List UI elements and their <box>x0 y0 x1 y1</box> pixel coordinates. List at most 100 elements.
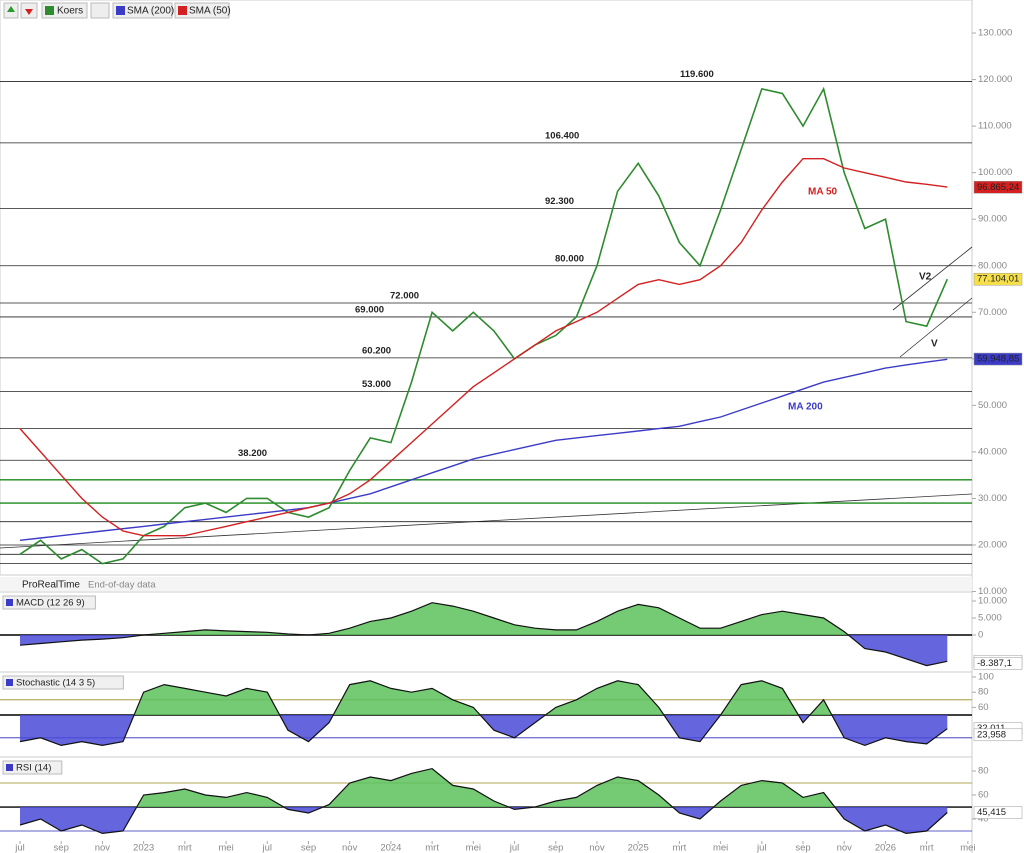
x-tick-label: mei <box>713 843 728 853</box>
panel-title-swatch <box>6 679 13 686</box>
indicator-line <box>19 602 948 667</box>
y-tick-label: 80 <box>978 766 989 777</box>
y-tick-label: 80.000 <box>978 260 1007 271</box>
y-tick-label: 40.000 <box>978 446 1007 457</box>
price-tag <box>973 657 1023 670</box>
x-tick-label: mrt <box>920 843 934 853</box>
channel-lower <box>899 297 973 358</box>
x-tick-label: nov <box>589 843 605 853</box>
x-tick-label: mrt <box>178 843 192 853</box>
x-tick-label: sep <box>548 843 563 853</box>
level-label: 69.000 <box>355 304 384 315</box>
x-tick-label: 2025 <box>628 843 649 853</box>
x-tick-label: mrt <box>673 843 687 853</box>
y-tick-label: 60 <box>978 702 989 713</box>
x-tick-label: jul <box>509 843 520 853</box>
price-line <box>19 86 949 565</box>
footer-note: End-of-day data <box>88 580 156 591</box>
x-tick-label: sep <box>795 843 810 853</box>
level-label: 92.300 <box>545 196 574 207</box>
annotation: V2 <box>919 272 932 283</box>
level-label: 38.200 <box>238 448 267 459</box>
indicator-line <box>19 680 948 747</box>
series-name: Koers <box>57 6 83 17</box>
x-tick-label: mei <box>960 843 975 853</box>
price-tag-label: 77.104,01 <box>977 274 1019 285</box>
toolbar: Koers SMA (200) SMA (50) <box>3 2 231 19</box>
y-tick-label: 10.000 <box>978 596 1007 607</box>
sma50-swatch <box>178 6 187 15</box>
level-label: 80.000 <box>555 253 584 264</box>
level-label: 119.600 <box>680 69 714 80</box>
y-tick-label: 30.000 <box>978 493 1007 504</box>
area-positive <box>20 602 948 635</box>
footer-bar <box>0 577 972 591</box>
panel-title: Stochastic (14 3 5) <box>16 678 95 689</box>
area-negative <box>20 807 948 834</box>
price-tag-label: 59.948,85 <box>977 354 1019 365</box>
x-tick-label: nov <box>95 843 111 853</box>
annotation: V <box>931 339 938 350</box>
price-tag <box>973 180 1023 194</box>
y-tick-label: 110.000 <box>978 121 1012 132</box>
x-tick-label: sep <box>54 843 69 853</box>
y-tick-label: 70.000 <box>978 307 1007 318</box>
price-tag <box>973 352 1023 366</box>
indicator-line <box>19 767 948 835</box>
x-tick-label: 2024 <box>380 843 401 853</box>
y-tick-label: 90.000 <box>978 214 1007 225</box>
x-tick-label: nov <box>342 843 358 853</box>
y-tick-label: 5.000 <box>978 613 1002 624</box>
area-negative <box>20 715 948 746</box>
y-tick-label: 100 <box>978 671 994 682</box>
y-tick-label: 10.000 <box>978 586 1007 597</box>
area-positive <box>20 768 948 808</box>
y-tick-label: 120.000 <box>978 74 1012 85</box>
x-tick-label: mei <box>218 843 233 853</box>
y-tick-label: 100.000 <box>978 167 1012 178</box>
price-tag <box>973 272 1023 286</box>
x-tick-label: 2023 <box>133 843 154 853</box>
y-tick-label: 50.000 <box>978 400 1007 411</box>
panel-title-box <box>2 675 124 690</box>
price-tag-label: 96.865,24 <box>977 182 1019 193</box>
price-tag-label: 23,958 <box>977 729 1006 740</box>
annotation: MA 50 <box>808 187 838 198</box>
panel-title-box <box>2 595 96 610</box>
price-tag <box>973 728 1023 742</box>
sma200-button[interactable] <box>112 2 173 19</box>
panel-title-swatch <box>6 599 13 606</box>
series-name: SMA (50) <box>189 6 231 17</box>
level-label: 53.000 <box>362 379 391 390</box>
level-label: 72.000 <box>390 290 419 301</box>
panel-title-swatch <box>6 764 13 771</box>
y-tick-label: 0 <box>978 630 983 641</box>
panel-title: MACD (12 26 9) <box>16 598 85 609</box>
price-tag-label: -8.387,1 <box>977 658 1012 669</box>
x-tick-label: jul <box>756 843 767 853</box>
series-swatch <box>45 6 54 15</box>
footer-brand: ProRealTime <box>22 580 80 591</box>
price-tag-label: 45,415 <box>977 807 1006 818</box>
y-tick-label: 40 <box>978 814 989 825</box>
x-tick-label: jul <box>14 843 25 853</box>
sma50-button[interactable] <box>174 2 230 19</box>
x-tick-label: mei <box>466 843 481 853</box>
y-tick-label: 20.000 <box>978 539 1007 550</box>
sma200-swatch <box>116 6 125 15</box>
level-label: 106.400 <box>545 130 579 141</box>
up-icon <box>7 6 15 12</box>
y-tick-label: 130.000 <box>978 28 1012 39</box>
list-button[interactable] <box>90 2 110 19</box>
price-line <box>19 158 948 537</box>
x-tick-label: sep <box>301 843 316 853</box>
channel-upper <box>892 246 973 311</box>
panel-title-box <box>2 760 63 775</box>
x-tick-label: mrt <box>425 843 439 853</box>
down-icon <box>25 9 33 15</box>
level-label: 60.200 <box>362 345 391 356</box>
annotation: MA 200 <box>788 402 823 413</box>
x-tick-label: nov <box>837 843 853 853</box>
price-panel <box>0 0 973 576</box>
